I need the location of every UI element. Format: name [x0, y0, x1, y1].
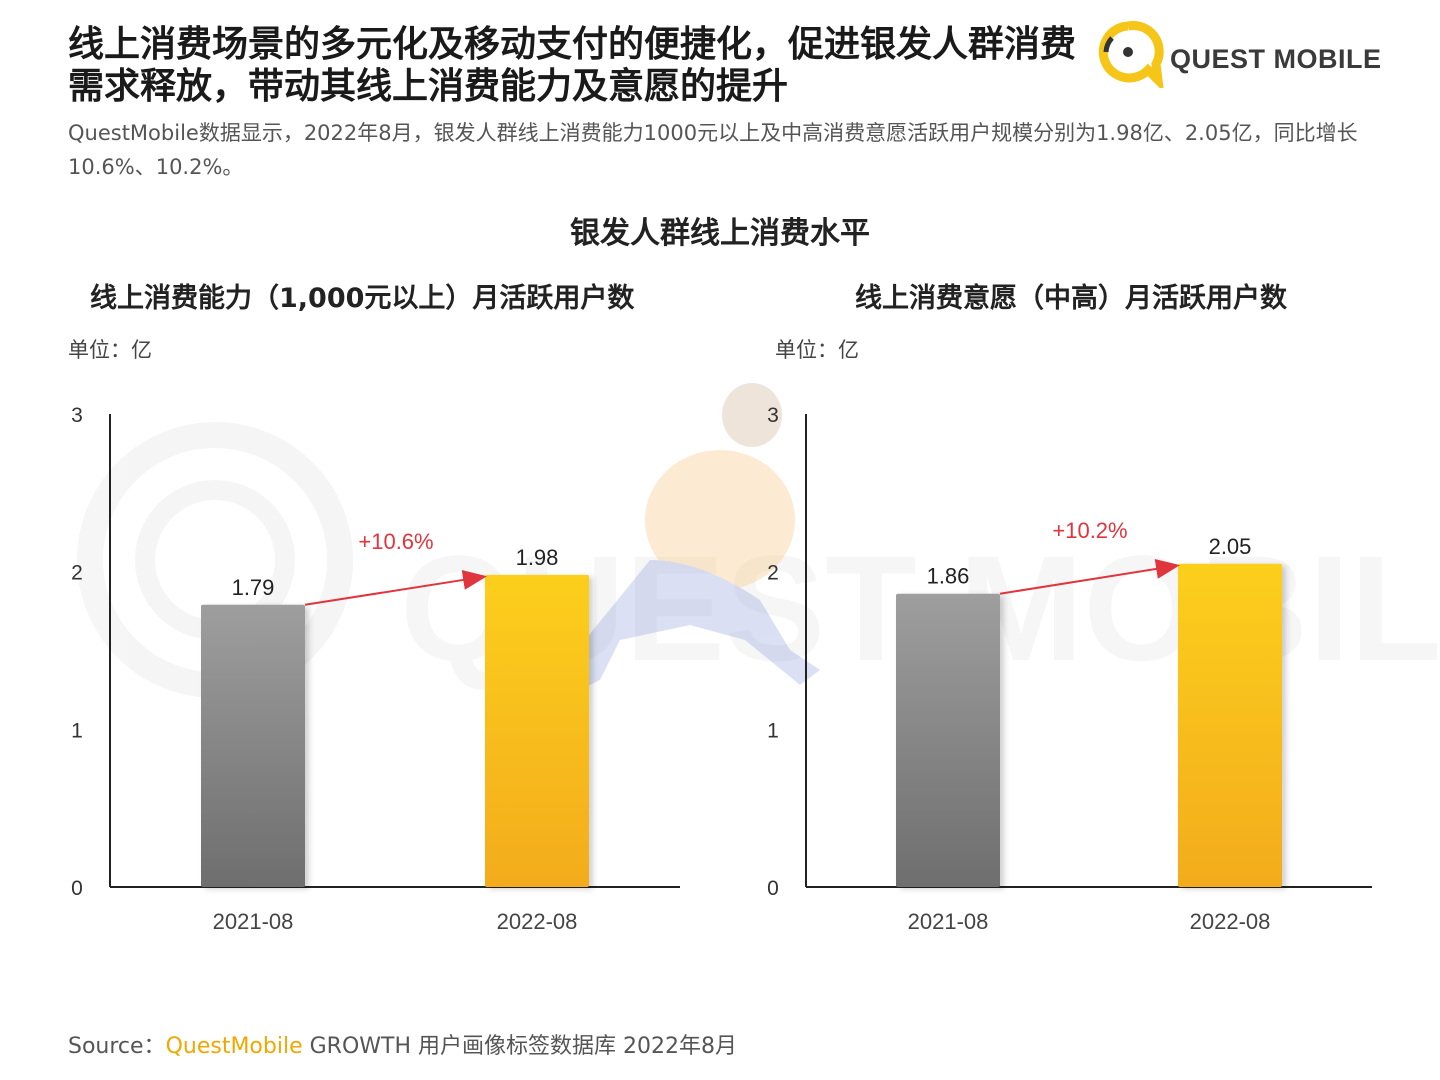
right-x-tick-label: 2021-08: [908, 909, 989, 934]
source-brand: QuestMobile: [165, 1034, 303, 1059]
left-chart-title: 线上消费能力（1,000元以上）月活跃用户数: [90, 283, 635, 314]
left-x-tick-label: 2022-08: [497, 909, 578, 934]
source-rest: GROWTH 用户画像标签数据库 2022年8月: [302, 1034, 737, 1059]
right-growth-label: +10.2%: [1052, 518, 1127, 543]
left-bar-2022-08: [485, 574, 589, 887]
right-value-label: 2.05: [1209, 534, 1252, 559]
right-y-tick-label: 2: [767, 562, 779, 585]
right-y-tick-label: 0: [767, 877, 779, 900]
right-y-tick-label: 1: [767, 719, 779, 742]
headline: 线上消费场景的多元化及移动支付的便捷化，促进银发人群消费需求释放，带动其线上消费…: [68, 24, 1077, 107]
logo: QUEST MOBILE: [1092, 18, 1382, 88]
right-x-tick-label: 2022-08: [1190, 909, 1271, 934]
right-value-label: 1.86: [927, 564, 970, 589]
questmobile-logo-icon: [1098, 20, 1164, 88]
right-chart-title: 线上消费意愿（中高）月活跃用户数: [855, 283, 1287, 314]
left-y-tick-label: 0: [71, 877, 83, 900]
right-unit-label: 单位：亿: [775, 338, 859, 362]
right-y-tick-label: 3: [767, 404, 779, 427]
left-value-label: 1.79: [232, 575, 275, 600]
source-line: Source：QuestMobile GROWTH 用户画像标签数据库 2022…: [68, 1028, 737, 1060]
summary-text: QuestMobile数据显示，2022年8月，银发人群线上消费能力1000元以…: [68, 121, 1358, 179]
left-y-tick-label: 2: [71, 562, 83, 585]
left-growth-label: +10.6%: [358, 529, 433, 554]
left-x-tick-label: 2021-08: [213, 909, 294, 934]
left-y-tick-label: 1: [71, 719, 83, 742]
right-bar-2022-08: [1178, 563, 1282, 887]
logo-text: QUEST MOBILE: [1170, 44, 1382, 74]
left-value-label: 1.98: [516, 545, 559, 570]
main-title: 银发人群线上消费水平: [570, 216, 870, 251]
right-bar-2021-08: [896, 593, 1000, 887]
left-bar-2021-08: [201, 604, 305, 887]
right-growth-arrow: [999, 559, 1180, 595]
left-y-tick-label: 3: [71, 404, 83, 427]
source-prefix: Source：: [68, 1034, 166, 1059]
left-unit-label: 单位：亿: [68, 338, 152, 362]
left-growth-arrow: [304, 570, 487, 606]
